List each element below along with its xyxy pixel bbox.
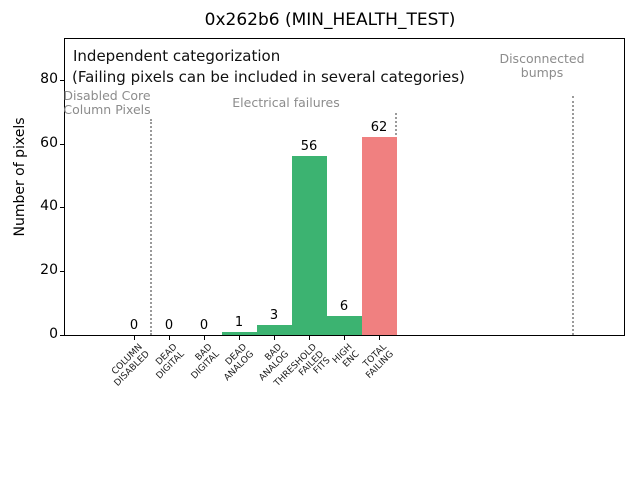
bar-value-label: 62: [370, 120, 388, 135]
bar-value-label: 0: [129, 318, 139, 333]
x-tick-mark: [309, 336, 311, 340]
y-tick-mark: [60, 144, 64, 146]
x-tick-mark: [379, 336, 381, 340]
x-tick-label: COLUMN DISABLED: [109, 342, 152, 389]
y-tick-label: 60: [40, 135, 58, 151]
region-label-electrical-failures: Electrical failures: [232, 95, 340, 110]
plot-area: Independent categorization (Failing pixe…: [63, 38, 625, 336]
bar: [361, 137, 397, 335]
bar-value-label: 3: [269, 308, 279, 323]
bar-value-label: 0: [199, 318, 209, 333]
y-tick-label: 80: [40, 71, 58, 87]
y-tick-mark: [60, 80, 64, 82]
x-tick-mark: [274, 336, 276, 340]
y-tick-mark: [60, 207, 64, 209]
x-tick-mark: [344, 336, 346, 340]
x-tick-label: BAD DIGITAL: [189, 342, 222, 381]
y-tick-mark: [60, 335, 64, 337]
x-tick-mark: [239, 336, 241, 340]
bar-value-label: 6: [339, 299, 349, 314]
y-tick-label: 0: [49, 326, 58, 342]
x-tick-mark: [169, 336, 171, 340]
x-tick-label: TOTAL FAILING: [362, 342, 397, 381]
bar-value-label: 0: [164, 318, 174, 333]
x-tick-mark: [204, 336, 206, 340]
bar: [221, 332, 257, 335]
y-tick-label: 40: [40, 198, 58, 214]
x-tick-label: DEAD DIGITAL: [154, 342, 187, 381]
annotation-failing-pixels-note: (Failing pixels can be included in sever…: [72, 68, 465, 86]
y-tick-label: 20: [40, 262, 58, 278]
x-tick-mark: [134, 336, 136, 340]
bar: [326, 316, 362, 335]
bar-value-label: 1: [234, 315, 244, 330]
y-tick-mark: [60, 271, 64, 273]
annotation-independent-categorization: Independent categorization: [73, 47, 281, 65]
region-label-disconnected-bumps: Disconnected bumps: [499, 51, 585, 80]
x-tick-label: HIGH ENC: [330, 342, 362, 370]
bar-value-label: 56: [300, 139, 318, 154]
region-separator-line-3: [572, 96, 574, 335]
x-tick-label: DEAD ANALOG: [222, 342, 257, 383]
bar: [291, 156, 327, 335]
chart-title: 0x262b6 (MIN_HEALTH_TEST): [204, 10, 456, 30]
region-label-disabled-core-column-pixels: Disabled Core Column Pixels: [63, 88, 151, 117]
region-separator-line-1: [150, 119, 152, 335]
bar: [256, 325, 292, 335]
